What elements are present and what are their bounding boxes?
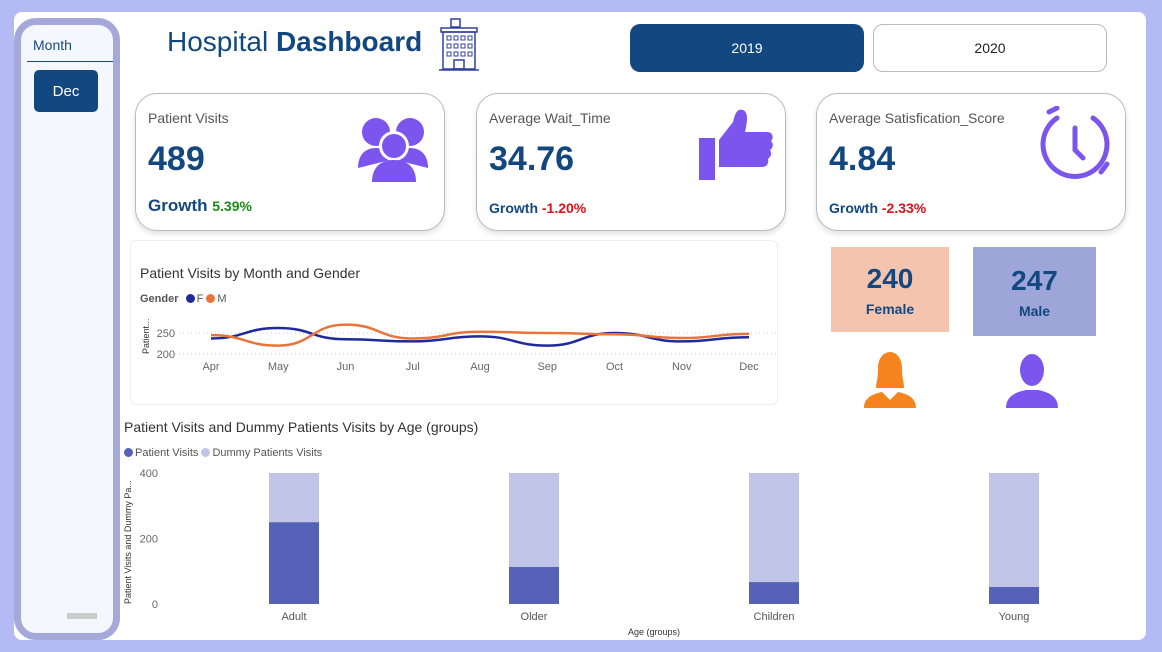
x-tick-label: Dec: [739, 361, 759, 373]
growth-value: 5.39%: [212, 198, 252, 214]
x-axis-label: Age (groups): [628, 627, 680, 637]
x-tick-label: Older: [521, 611, 548, 623]
series-line-F: [210, 326, 750, 347]
scrollbar[interactable]: [67, 613, 97, 619]
line-chart-legend: Gender F M: [140, 293, 227, 305]
growth-value: -1.20%: [541, 200, 587, 216]
month-slicer: Month Dec: [14, 18, 120, 640]
bar-patient-visits: [989, 586, 1039, 604]
bar-patient-visits: [749, 582, 799, 604]
legend-dot-f: [185, 294, 195, 303]
bar-patient-visits: [509, 566, 559, 604]
month-option-dec[interactable]: Dec: [34, 70, 98, 112]
bar-dummy-patients-visits: [989, 473, 1039, 587]
growth-label: Growth: [148, 196, 208, 215]
line-chart-panel: Patient Visits by Month and Gender Gende…: [130, 240, 779, 405]
title-regular: Hospital: [167, 26, 269, 57]
page-title: Hospital Dashboard: [167, 26, 422, 58]
male-person-icon: [1006, 354, 1058, 408]
x-tick-label: Sep: [537, 361, 557, 373]
growth-value: -2.33%: [881, 200, 927, 216]
x-tick-label: May: [268, 361, 289, 373]
growth-label: Growth: [829, 200, 878, 216]
legend-dot-m: [206, 294, 216, 303]
bar-patient-visits: [269, 522, 319, 604]
legend-m: M: [217, 293, 227, 305]
bar-dummy-patients-visits: [509, 473, 559, 567]
male-count: 247: [1011, 264, 1058, 296]
y-axis-label: Patient...: [141, 318, 151, 354]
x-tick-label: Young: [999, 611, 1030, 623]
year-button-2020[interactable]: 2020: [873, 24, 1107, 72]
bar-dummy-patients-visits: [749, 473, 799, 583]
legend-dot-dummy: [201, 448, 211, 457]
year-button-2019[interactable]: 2019: [630, 24, 864, 72]
y-tick-label: 0: [152, 599, 158, 611]
legend-dummy-visits: Dummy Patients Visits: [212, 447, 323, 459]
kpi-patient-visits: Patient Visits 489 Growth 5.39%: [135, 93, 445, 231]
kpi-average-satisfaction-score: Average Satisfication_Score 4.84 Growth …: [816, 93, 1126, 231]
series-line-M: [210, 323, 750, 347]
line-chart: 200 250 Patient... Apr May Jun Jul Aug Sep Oct Nov…: [141, 318, 779, 373]
clock-icon: [1040, 106, 1110, 179]
x-tick-label: Apr: [202, 361, 219, 373]
y-tick-label: 400: [140, 468, 158, 480]
male-label: Male: [1018, 302, 1051, 319]
male-card: 247 Male: [973, 247, 1096, 336]
bar-chart: 0 200 400 Patient Visits and Dummy Pa... Adu…: [123, 468, 1039, 637]
hospital-building-icon: [439, 18, 479, 71]
kpi-average-wait-time: Average Wait_Time 34.76 Growth -1.20%: [476, 93, 786, 231]
kpi-label: Average Satisfication_Score: [829, 110, 1005, 126]
kpi-value: 4.84: [829, 140, 896, 178]
x-tick-label: Adult: [281, 611, 306, 623]
divider: [27, 61, 113, 62]
female-card: 240 Female: [831, 247, 949, 332]
y-axis-label: Patient Visits and Dummy Pa...: [123, 480, 133, 604]
growth-label: Growth: [489, 200, 538, 216]
female-person-icon: [864, 352, 916, 408]
x-tick-label: Jul: [406, 361, 420, 373]
x-tick-label: Nov: [672, 361, 692, 373]
x-tick-label: Jun: [337, 361, 355, 373]
x-tick-label: Oct: [606, 361, 623, 373]
x-tick-label: Children: [754, 611, 795, 623]
kpi-value: 489: [148, 140, 205, 178]
legend-f: F: [196, 293, 204, 305]
y-tick-label: 250: [157, 328, 175, 340]
legend-dot-patient: [124, 448, 133, 457]
bar-chart-legend: Patient Visits Dummy Patients Visits: [124, 447, 322, 459]
female-label: Female: [865, 300, 915, 317]
bar-dummy-patients-visits: [269, 473, 319, 523]
kpi-value: 34.76: [489, 140, 575, 178]
thumbs-up-icon: [699, 109, 773, 180]
kpi-label: Patient Visits: [148, 110, 229, 126]
kpi-label: Average Wait_Time: [489, 110, 611, 126]
legend-title: Gender: [140, 293, 179, 305]
slicer-label: Month: [33, 37, 72, 53]
people-group-icon: [358, 118, 428, 182]
line-chart-title: Patient Visits by Month and Gender: [140, 265, 360, 281]
legend-patient-visits: Patient Visits: [135, 447, 199, 459]
y-tick-label: 200: [157, 349, 175, 361]
female-count: 240: [866, 262, 914, 294]
x-tick-label: Aug: [470, 361, 490, 373]
bar-chart-title: Patient Visits and Dummy Patients Visits…: [124, 419, 479, 435]
title-bold: Dashboard: [275, 26, 423, 57]
y-tick-label: 200: [140, 534, 158, 546]
